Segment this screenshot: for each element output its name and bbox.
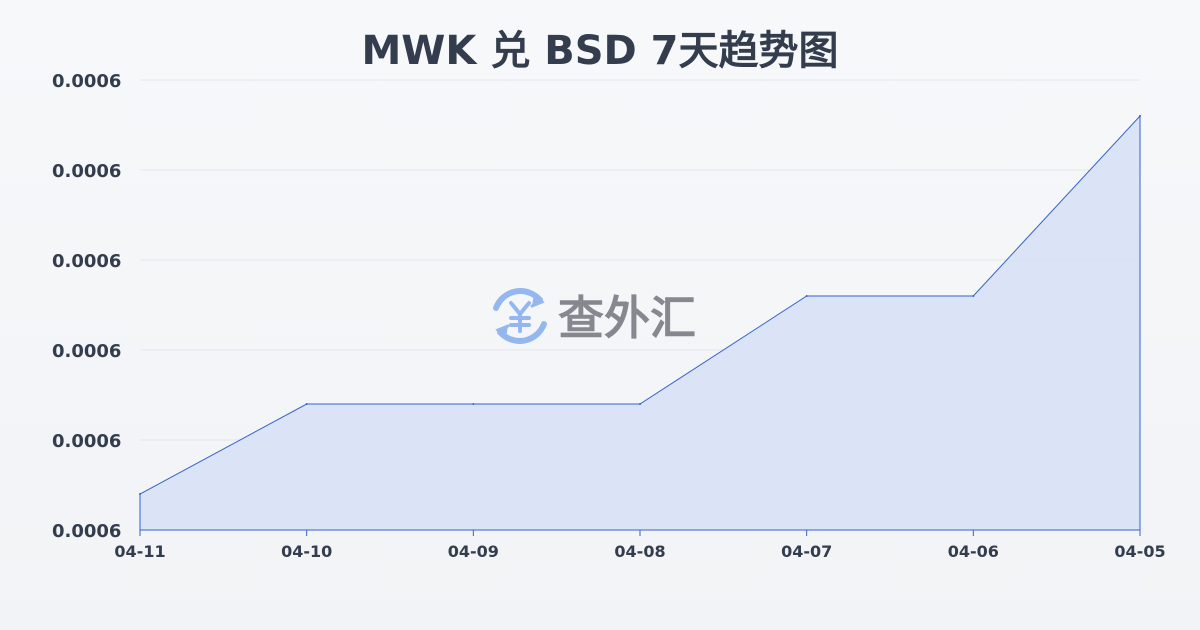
chart-title: MWK 兑 BSD 7天趋势图: [361, 28, 839, 74]
x-tick-label: 04-07: [781, 542, 832, 561]
y-tick-label: 0.0006: [52, 251, 121, 272]
watermark: 查外汇: [493, 288, 696, 345]
yuan-exchange-icon: [493, 288, 547, 344]
y-tick-label: 0.0006: [52, 431, 121, 452]
data-point: [639, 403, 641, 405]
x-tick-label: 04-06: [948, 542, 999, 561]
y-tick-label: 0.0006: [52, 341, 121, 362]
x-tick-label: 04-08: [614, 542, 665, 561]
x-tick-label: 04-05: [1114, 542, 1165, 561]
watermark-text: 查外汇: [558, 291, 696, 345]
data-point: [972, 295, 975, 297]
x-tick-label: 04-11: [114, 542, 165, 561]
y-tick-label: 0.0006: [52, 71, 121, 92]
x-tick-label: 04-09: [448, 542, 499, 561]
data-point: [1139, 115, 1141, 117]
data-point: [305, 403, 308, 405]
data-point: [805, 295, 808, 297]
x-tick-label: 04-10: [281, 542, 332, 561]
y-tick-label: 0.0006: [52, 521, 121, 542]
area-fill: [140, 116, 1140, 530]
data-point: [139, 493, 141, 495]
y-tick-label: 0.0006: [52, 161, 121, 182]
data-point: [472, 403, 475, 405]
